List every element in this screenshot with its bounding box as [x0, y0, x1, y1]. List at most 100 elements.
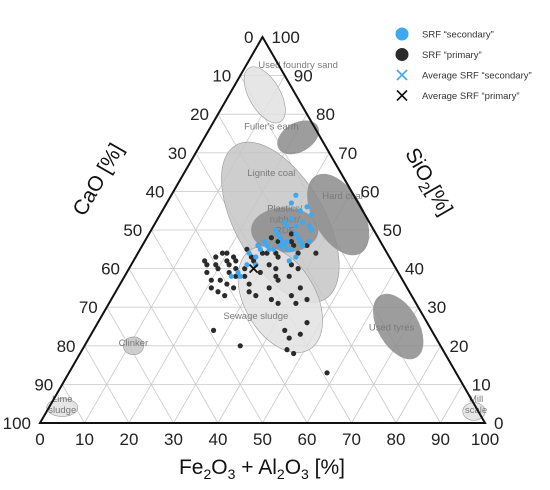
region-ellipse-1	[277, 120, 319, 155]
primary-point	[242, 273, 248, 279]
primary-point	[213, 262, 219, 268]
region-label-line: scale	[465, 405, 487, 416]
secondary-point	[244, 262, 250, 268]
primary-point	[275, 300, 281, 306]
secondary-point	[288, 215, 295, 222]
tick-left-40: 40	[146, 182, 165, 201]
grid-line-cao-80	[84, 345, 130, 424]
secondary-point	[306, 238, 312, 245]
primary-point	[242, 266, 248, 272]
grid-line-fe-10	[84, 75, 286, 424]
primary-point	[288, 238, 295, 245]
axis-title-left: CaO [%]	[69, 140, 129, 220]
region-label-line: sludge	[48, 405, 76, 416]
tick-bottom-40: 40	[209, 430, 228, 449]
primary-point	[257, 269, 263, 276]
primary-point	[230, 254, 237, 260]
secondary-point	[246, 250, 252, 256]
primary-point	[297, 331, 303, 337]
secondary-point	[308, 227, 315, 233]
secondary-point	[257, 246, 263, 252]
tick-right-0: 0	[494, 414, 503, 433]
primary-point	[246, 289, 252, 295]
primary-point	[233, 273, 239, 279]
primary-point	[233, 266, 239, 272]
tick-bottom-50: 50	[253, 430, 272, 449]
primary-point	[259, 250, 266, 256]
secondary-point	[235, 269, 241, 276]
legend-label-0: SRF “secondary”	[422, 30, 494, 41]
primary-point	[313, 250, 319, 256]
primary-point	[230, 285, 237, 291]
secondary-point	[293, 254, 299, 260]
legend-marker-1	[395, 48, 409, 61]
primary-point	[217, 277, 223, 283]
region-label-line: Fuller's earth	[244, 122, 299, 133]
secondary-point	[288, 200, 295, 206]
primary-point	[222, 293, 228, 299]
primary-point	[273, 250, 279, 256]
grid-line-fe-90	[440, 384, 464, 424]
tick-right-30: 30	[427, 298, 446, 317]
secondary-point	[264, 242, 270, 249]
tick-left-60: 60	[101, 260, 120, 279]
primary-point	[268, 235, 274, 241]
region-label-7: Clinker	[119, 338, 149, 349]
legend: SRF “secondary” SRF “primary” Average SRF …	[395, 27, 532, 102]
secondary-point	[295, 235, 301, 241]
region-label-3: Hard coal	[322, 191, 363, 202]
secondary-point	[304, 204, 310, 210]
tick-left-80: 80	[57, 337, 76, 356]
tick-right-50: 50	[383, 221, 402, 240]
tick-bottom-90: 90	[431, 430, 450, 449]
primary-point	[233, 258, 239, 264]
secondary-point	[293, 192, 299, 198]
primary-point	[213, 254, 219, 260]
primary-point	[208, 285, 214, 291]
primary-point	[266, 262, 272, 268]
tick-right-60: 60	[361, 182, 380, 201]
tick-right-90: 90	[294, 67, 313, 86]
primary-point	[293, 300, 299, 306]
average-primary-marker-b	[248, 263, 259, 274]
primary-point	[237, 343, 243, 349]
primary-point	[304, 296, 310, 303]
primary-point	[226, 262, 232, 268]
primary-point	[288, 293, 295, 299]
primary-point	[297, 285, 303, 291]
grid-line-cao-70	[106, 307, 174, 424]
tick-left-20: 20	[190, 105, 209, 124]
tick-bottom-100: 100	[471, 430, 499, 449]
tick-bottom-80: 80	[387, 430, 406, 449]
region-label-line: Used foundry sand	[258, 60, 338, 71]
primary-point	[286, 273, 292, 279]
grid-line-fe-60	[306, 268, 397, 424]
primary-point	[202, 258, 208, 264]
region-label-line: Clinker	[119, 338, 149, 349]
tick-left-50: 50	[123, 221, 142, 240]
primary-point	[284, 347, 290, 353]
tick-left-30: 30	[168, 144, 187, 163]
tick-left-0: 0	[244, 28, 253, 47]
primary-point	[288, 262, 295, 268]
primary-point	[295, 266, 301, 272]
region-label-6: Used tyres	[369, 322, 415, 333]
primary-point	[275, 277, 281, 283]
tick-labels: 0001010102020203030304040405050506060607…	[3, 28, 504, 449]
grid-line-cao-60	[128, 268, 219, 424]
tick-left-100: 100	[3, 414, 31, 433]
primary-point	[288, 231, 295, 237]
secondary-point	[277, 242, 283, 249]
tick-bottom-30: 30	[164, 430, 183, 449]
grid-line-fe-80	[395, 345, 441, 424]
primary-point	[210, 327, 217, 333]
data-points	[202, 192, 330, 376]
primary-point	[282, 327, 288, 333]
primary-point	[286, 335, 292, 341]
secondary-point	[297, 238, 303, 245]
primary-point	[275, 238, 281, 245]
tick-bottom-0: 0	[35, 430, 44, 449]
secondary-point	[255, 242, 261, 249]
primary-point	[273, 273, 279, 279]
